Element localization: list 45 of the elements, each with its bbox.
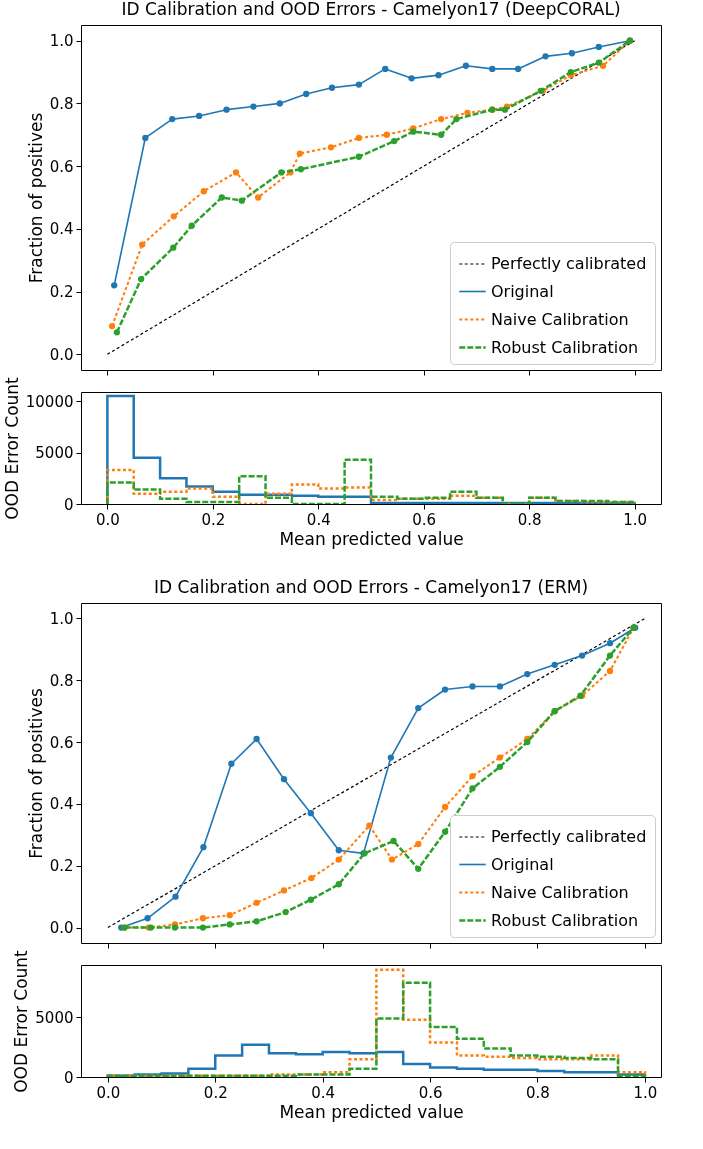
y-tick-label: 0.0 xyxy=(49,345,74,364)
y-tick-label: 0.8 xyxy=(49,671,74,690)
x-tick-label: 0.0 xyxy=(96,1083,121,1102)
y-tick-label: 0.6 xyxy=(49,733,74,752)
x-tick-label: 0.4 xyxy=(306,510,331,529)
legend-label: Robust Calibration xyxy=(491,910,639,930)
x-tick-label: 1.0 xyxy=(623,510,648,529)
x-axis-title: Mean predicted value xyxy=(279,528,464,549)
legend-label: Robust Calibration xyxy=(491,337,639,357)
legend-label: Original xyxy=(491,281,554,301)
y-tick-label: 0.6 xyxy=(49,157,74,176)
y-tick-label: 0.2 xyxy=(49,283,74,302)
x-tick-label: 0.6 xyxy=(412,510,437,529)
x-tick-label: 0.2 xyxy=(201,510,226,529)
y-tick-label: 0.0 xyxy=(49,919,74,938)
legend-label: Original xyxy=(491,854,554,874)
legend-label: Perfectly calibrated xyxy=(491,827,647,846)
y-tick-label: 0.4 xyxy=(49,795,74,814)
x-tick-label: 0.0 xyxy=(95,510,120,529)
y-tick-label: 0 xyxy=(63,495,74,514)
y-tick-label: 1.0 xyxy=(49,32,74,51)
y-tick-label: 1.0 xyxy=(49,609,74,628)
y-axis-title: OOD Error Count xyxy=(11,949,32,1093)
x-tick-label: 0.2 xyxy=(203,1083,228,1102)
y-axis-title: OOD Error Count xyxy=(1,376,22,520)
x-axis-title: Mean predicted value xyxy=(279,1101,464,1122)
y-tick-label: 5000 xyxy=(35,1008,74,1027)
y-tick-label: 0.2 xyxy=(49,857,74,876)
chart-title: ID Calibration and OOD Errors - Camelyon17 (ERM) xyxy=(153,577,589,597)
x-tick-label: 0.6 xyxy=(418,1083,443,1102)
y-axis-title: Fraction of positives xyxy=(25,688,46,859)
legend-label: Perfectly calibrated xyxy=(491,254,647,273)
y-axis-title: Fraction of positives xyxy=(25,112,46,284)
y-tick-label: 0 xyxy=(63,1068,74,1087)
x-tick-label: 0.8 xyxy=(517,510,542,529)
x-tick-label: 0.8 xyxy=(526,1083,550,1102)
legend-label: Naive Calibration xyxy=(491,309,629,329)
x-tick-label: 0.4 xyxy=(311,1083,336,1102)
legend-label: Naive Calibration xyxy=(491,882,629,902)
y-tick-label: 0.8 xyxy=(49,94,74,113)
chart-title: ID Calibration and OOD Errors - Camelyon17 (DeepCORAL) xyxy=(121,0,621,19)
y-tick-label: 10000 xyxy=(25,392,74,411)
y-tick-label: 0.4 xyxy=(49,220,74,239)
y-tick-label: 5000 xyxy=(35,444,74,463)
x-tick-label: 1.0 xyxy=(633,1083,658,1102)
